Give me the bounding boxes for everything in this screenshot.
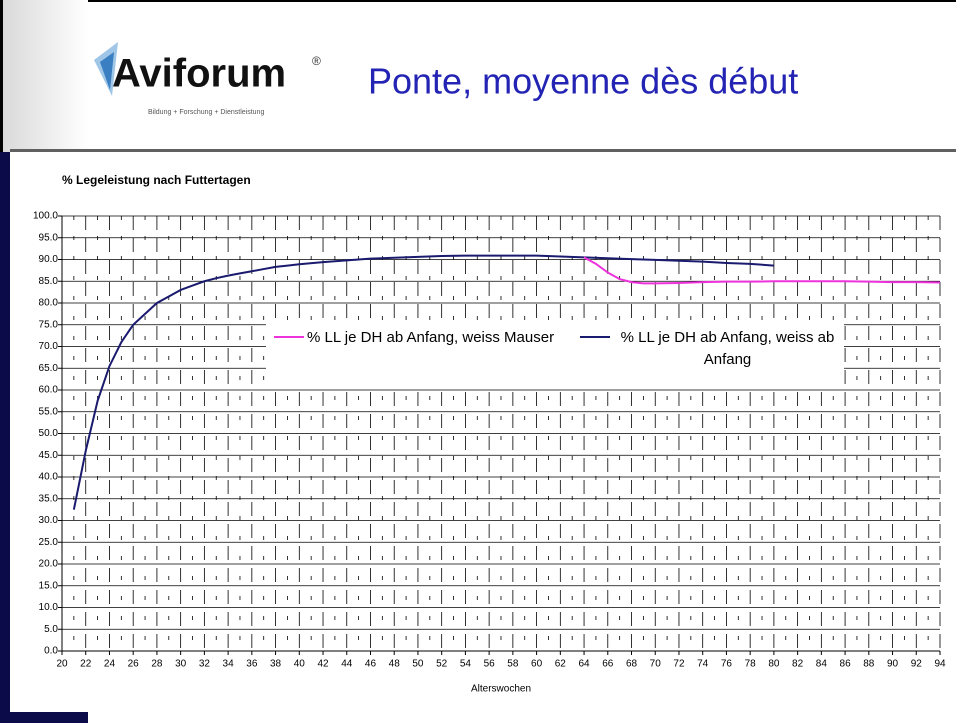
y-tick-label: 40.0 bbox=[39, 472, 59, 483]
series-line bbox=[72, 254, 774, 510]
x-tick-label: 72 bbox=[673, 659, 685, 670]
legend-item: % LL je DH ab Anfang, weiss ab Anfang bbox=[580, 327, 842, 371]
x-tick-label: 52 bbox=[436, 659, 448, 670]
x-tick-label: 92 bbox=[911, 659, 923, 670]
y-tick-label: 20.0 bbox=[39, 559, 59, 570]
y-tick-label: 30.0 bbox=[39, 515, 59, 526]
legend-swatch bbox=[274, 336, 304, 338]
legend-swatch bbox=[580, 336, 610, 338]
x-tick-label: 56 bbox=[484, 659, 496, 670]
y-tick-label: 5.0 bbox=[44, 624, 58, 635]
x-tick-label: 36 bbox=[246, 659, 258, 670]
x-tick-label: 28 bbox=[151, 659, 163, 670]
x-tick-label: 90 bbox=[887, 659, 899, 670]
y-tick-label: 60.0 bbox=[39, 385, 59, 396]
x-tick-label: 40 bbox=[294, 659, 306, 670]
x-tick-label: 84 bbox=[816, 659, 828, 670]
logo: Aviforum bbox=[112, 52, 286, 96]
x-tick-label: 74 bbox=[697, 659, 709, 670]
y-tick-label: 90.0 bbox=[39, 254, 59, 265]
x-tick-label: 62 bbox=[555, 659, 567, 670]
x-tick-label: 78 bbox=[745, 659, 757, 670]
x-tick-label: 48 bbox=[389, 659, 401, 670]
x-tick-label: 94 bbox=[934, 659, 946, 670]
x-tick-label: 22 bbox=[80, 659, 92, 670]
y-tick-label: 0.0 bbox=[44, 646, 58, 657]
foot-bar bbox=[0, 712, 88, 723]
side-bar bbox=[0, 152, 10, 723]
y-tick-label: 35.0 bbox=[39, 493, 59, 504]
legend-label: % LL je DH ab Anfang, weiss ab Anfang bbox=[620, 329, 835, 368]
x-tick-label: 70 bbox=[650, 659, 662, 670]
x-tick-label: 32 bbox=[199, 659, 211, 670]
logo-tagline: Bildung + Forschung + Dienstleistung bbox=[148, 109, 264, 116]
legend-item: % LL je DH ab Anfang, weiss Mauser bbox=[274, 327, 564, 349]
x-tick-label: 86 bbox=[840, 659, 852, 670]
slide-title: Ponte, moyenne dès début bbox=[368, 61, 798, 102]
x-tick-label: 58 bbox=[507, 659, 519, 670]
x-tick-label: 80 bbox=[768, 659, 780, 670]
y-tick-label: 15.0 bbox=[39, 580, 59, 591]
legend: % LL je DH ab Anfang, weiss Mauser % LL j… bbox=[266, 322, 844, 384]
y-tick-label: 70.0 bbox=[39, 341, 59, 352]
x-tick-label: 26 bbox=[128, 659, 140, 670]
x-tick-label: 54 bbox=[460, 659, 472, 670]
x-tick-label: 38 bbox=[270, 659, 282, 670]
header-panel bbox=[0, 0, 88, 152]
y-tick-label: 95.0 bbox=[39, 232, 59, 243]
x-tick-label: 44 bbox=[341, 659, 353, 670]
x-tick-label: 34 bbox=[223, 659, 235, 670]
frame-top bbox=[0, 0, 956, 2]
y-tick-label: 65.0 bbox=[39, 363, 59, 374]
x-tick-label: 46 bbox=[365, 659, 377, 670]
x-tick-label: 66 bbox=[602, 659, 614, 670]
x-tick-label: 88 bbox=[863, 659, 875, 670]
logo-mark: ® bbox=[312, 54, 321, 68]
y-tick-label: 10.0 bbox=[39, 602, 59, 613]
series-line bbox=[583, 256, 941, 285]
x-tick-label: 68 bbox=[626, 659, 638, 670]
x-tick-label: 24 bbox=[104, 659, 116, 670]
chart-title: % Legeleistung nach Futtertagen bbox=[62, 173, 251, 187]
x-tick-label: 42 bbox=[317, 659, 329, 670]
logo-feather bbox=[100, 52, 114, 90]
y-tick-label: 45.0 bbox=[39, 450, 59, 461]
y-tick-label: 100.0 bbox=[33, 211, 58, 222]
y-tick-label: 50.0 bbox=[39, 428, 59, 439]
y-tick-label: 85.0 bbox=[39, 276, 59, 287]
x-tick-label: 64 bbox=[578, 659, 590, 670]
x-tick-label: 60 bbox=[531, 659, 543, 670]
x-tick-label: 20 bbox=[56, 659, 68, 670]
y-tick-label: 80.0 bbox=[39, 298, 59, 309]
y-tick-label: 25.0 bbox=[39, 537, 59, 548]
legend-label: % LL je DH ab Anfang, weiss Mauser bbox=[307, 329, 555, 346]
x-tick-label: 50 bbox=[412, 659, 424, 670]
y-tick-label: 75.0 bbox=[39, 319, 59, 330]
y-tick-label: 55.0 bbox=[39, 406, 59, 417]
x-tick-label: 82 bbox=[792, 659, 804, 670]
header-rule bbox=[10, 149, 956, 152]
x-axis-label: Alterswochen bbox=[471, 684, 531, 695]
x-tick-label: 76 bbox=[721, 659, 733, 670]
x-tick-label: 30 bbox=[175, 659, 187, 670]
